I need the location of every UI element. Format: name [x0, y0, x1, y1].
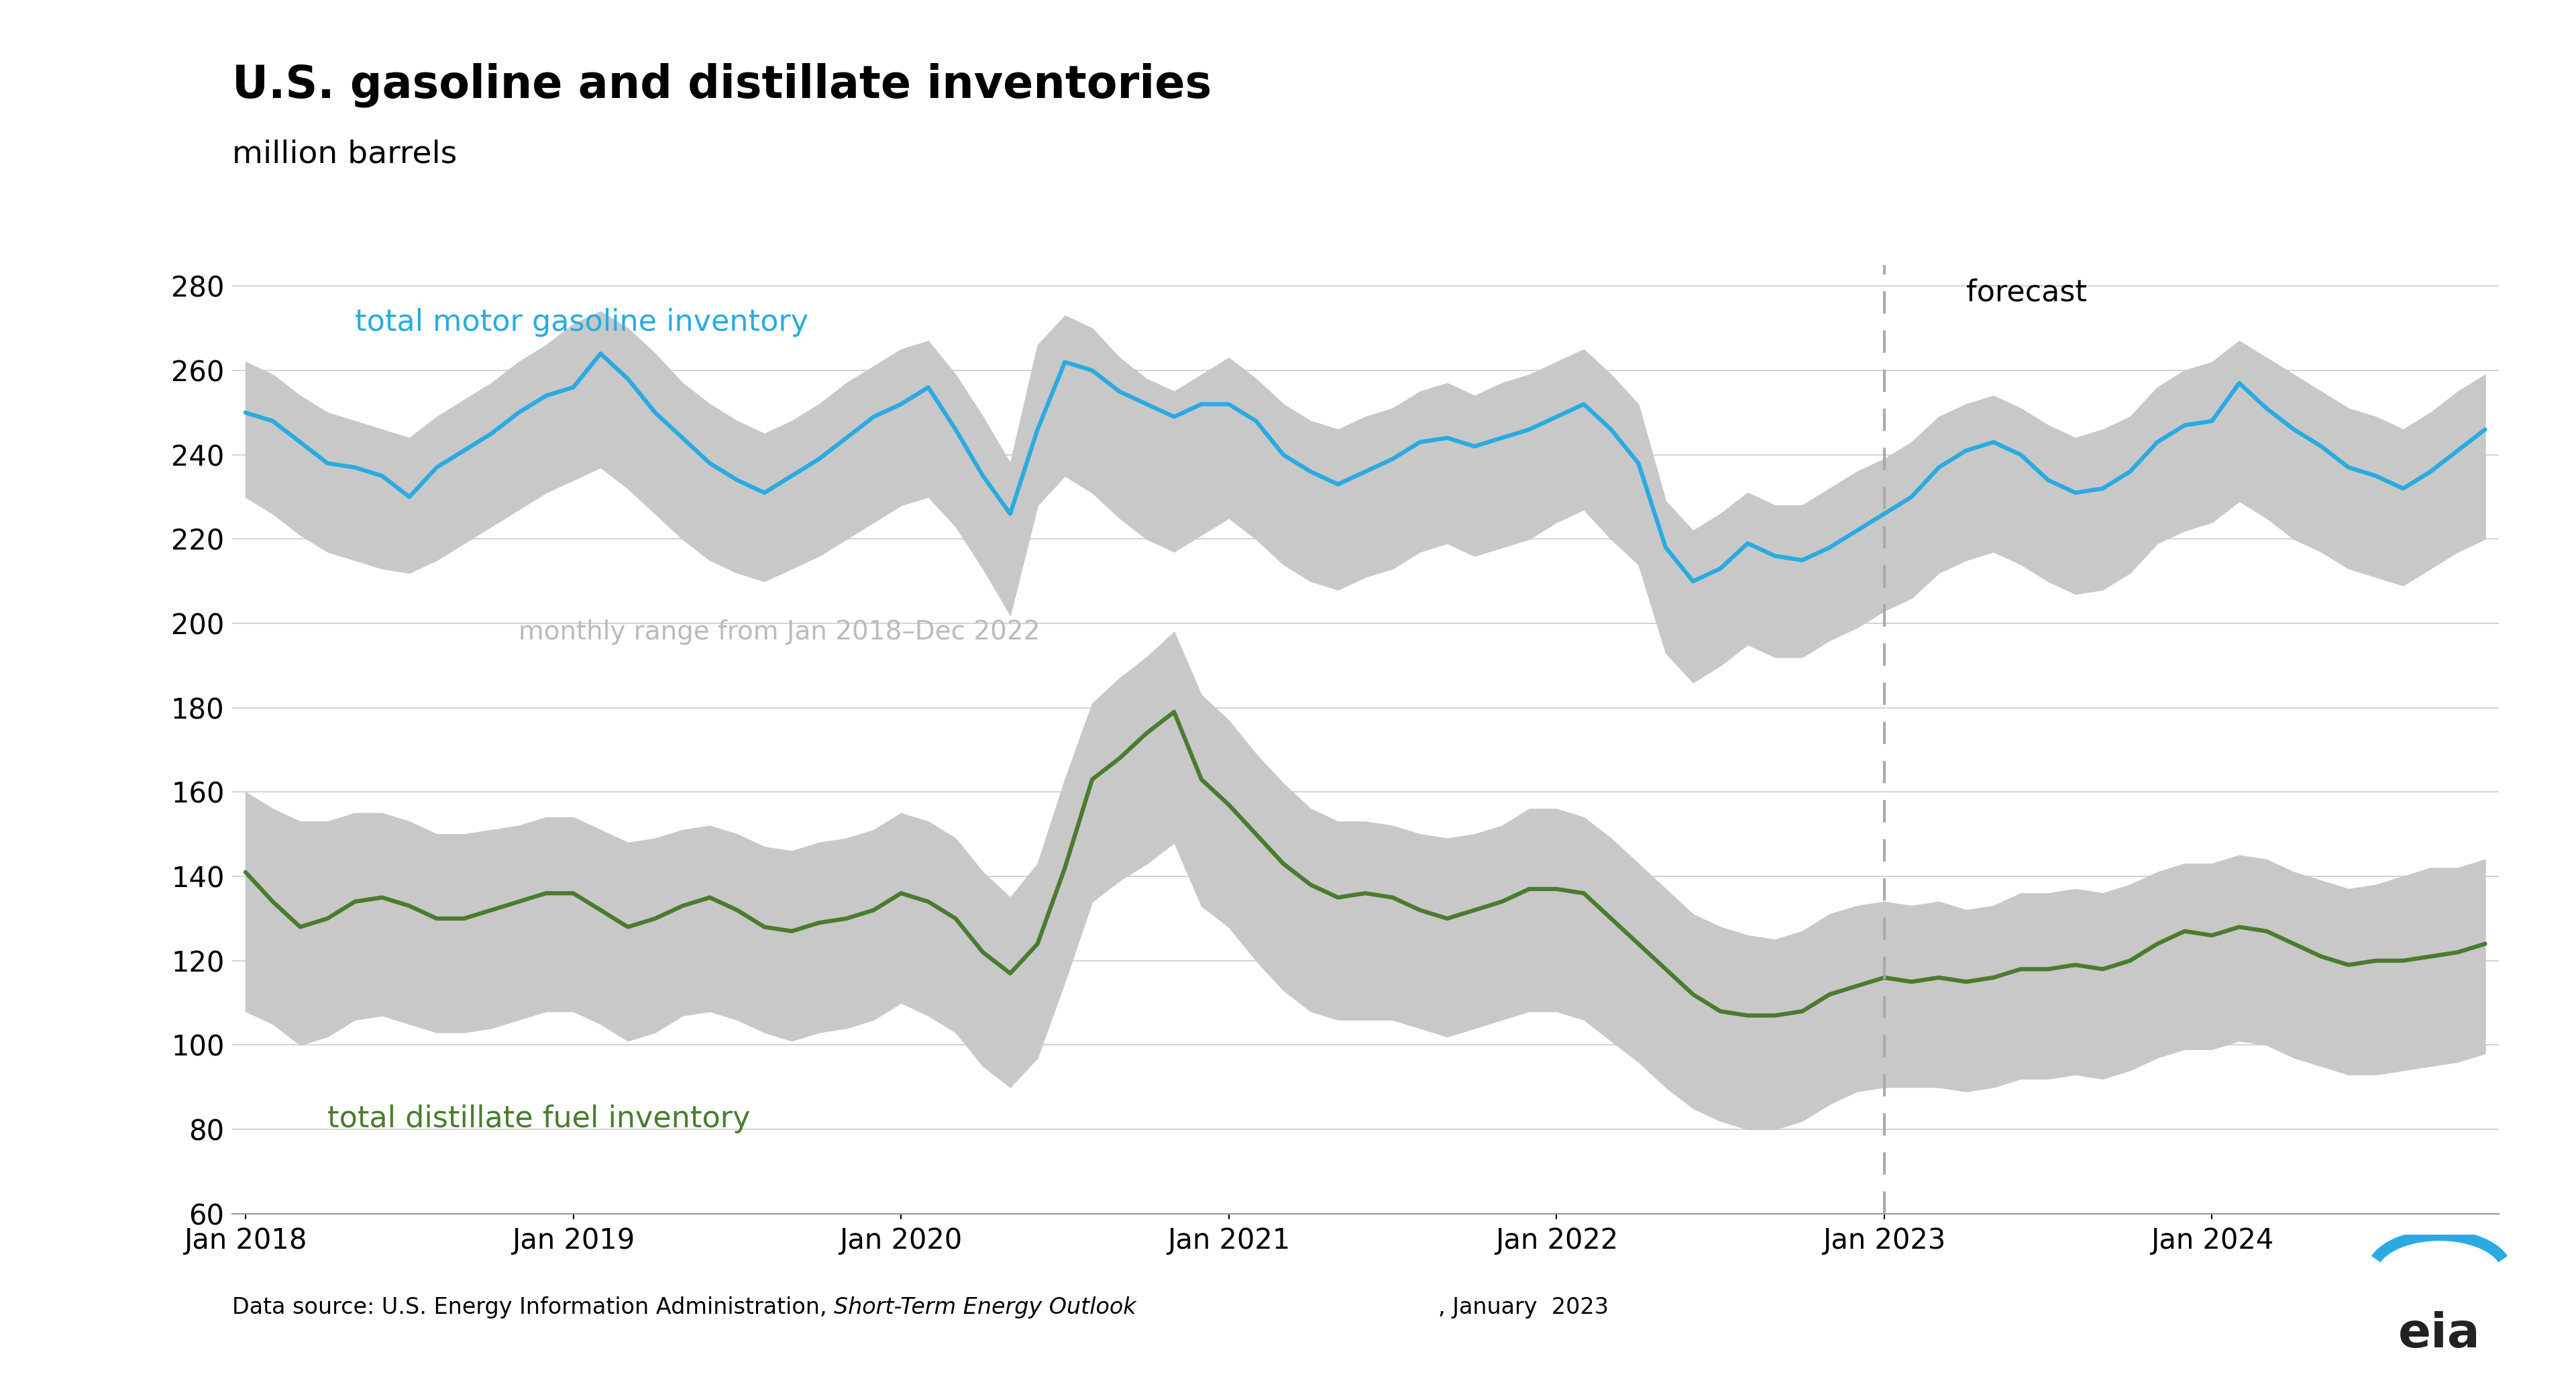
Text: total distillate fuel inventory: total distillate fuel inventory [327, 1105, 750, 1134]
Text: eia: eia [2398, 1311, 2481, 1357]
Text: U.S. gasoline and distillate inventories: U.S. gasoline and distillate inventories [232, 63, 1211, 107]
Text: forecast: forecast [1965, 279, 2087, 307]
Text: total motor gasoline inventory: total motor gasoline inventory [355, 308, 809, 336]
Text: Short-Term Energy Outlook: Short-Term Energy Outlook [835, 1296, 1136, 1318]
Text: , January  2023: , January 2023 [1437, 1296, 1610, 1318]
Text: million barrels: million barrels [232, 140, 456, 170]
Text: monthly range from Jan 2018–Dec 2022: monthly range from Jan 2018–Dec 2022 [518, 619, 1041, 644]
Text: Data source: U.S. Energy Information Administration,: Data source: U.S. Energy Information Adm… [232, 1296, 835, 1318]
